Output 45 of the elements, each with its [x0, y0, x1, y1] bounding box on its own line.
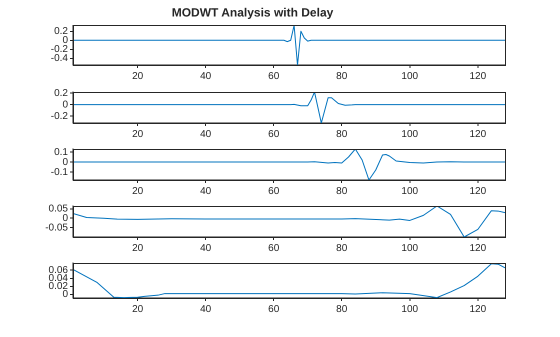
x-tick-label: 120: [469, 304, 487, 315]
x-tick-label: 60: [268, 304, 280, 315]
x-tick-label: 40: [200, 70, 212, 82]
x-tick-label: 100: [401, 304, 419, 315]
x-tick-label: 40: [200, 186, 212, 197]
x-tick-label: 20: [132, 186, 144, 197]
x-tick-label: 100: [401, 128, 419, 140]
x-tick-label: 80: [336, 242, 348, 254]
x-tick-label: 60: [268, 128, 280, 140]
chart-title: MODWT Analysis with Delay: [172, 6, 334, 20]
y-tick-label: 0: [62, 212, 68, 224]
y-tick-label: 0: [62, 35, 68, 46]
x-tick-label: 120: [469, 186, 487, 197]
x-tick-label: 40: [200, 128, 212, 140]
y-tick-label: -0.05: [45, 222, 68, 234]
y-tick-label: 0.1: [54, 146, 68, 158]
x-tick-label: 20: [132, 128, 144, 140]
x-tick-label: 60: [268, 186, 280, 197]
x-tick-label: 100: [401, 242, 419, 254]
y-tick-label: 0.2: [54, 26, 68, 37]
x-tick-label: 80: [336, 304, 348, 315]
x-tick-label: 40: [200, 242, 212, 254]
y-tick-label: 0: [62, 99, 68, 110]
x-tick-label: 80: [336, 128, 348, 140]
x-tick-label: 100: [401, 70, 419, 82]
y-tick-label: 0: [62, 289, 68, 300]
x-tick-label: 60: [268, 70, 280, 82]
y-tick-label: 0.2: [54, 88, 68, 99]
x-tick-label: 20: [132, 70, 144, 82]
x-tick-label: 120: [469, 70, 487, 82]
x-tick-label: 80: [336, 186, 348, 197]
y-tick-label: -0.2: [50, 110, 68, 122]
x-tick-label: 120: [469, 242, 487, 254]
x-tick-label: 80: [336, 70, 348, 82]
y-tick-label: -0.2: [50, 44, 68, 55]
x-tick-label: 20: [132, 242, 144, 254]
y-tick-label: 0: [62, 156, 68, 168]
x-tick-label: 120: [469, 128, 487, 140]
x-tick-label: 60: [268, 242, 280, 254]
y-tick-label: 0.05: [48, 204, 68, 215]
y-tick-label: -0.1: [50, 166, 68, 178]
x-tick-label: 100: [401, 186, 419, 197]
x-tick-label: 40: [200, 304, 212, 315]
x-tick-label: 20: [132, 304, 144, 315]
y-tick-label: -0.4: [50, 53, 68, 64]
